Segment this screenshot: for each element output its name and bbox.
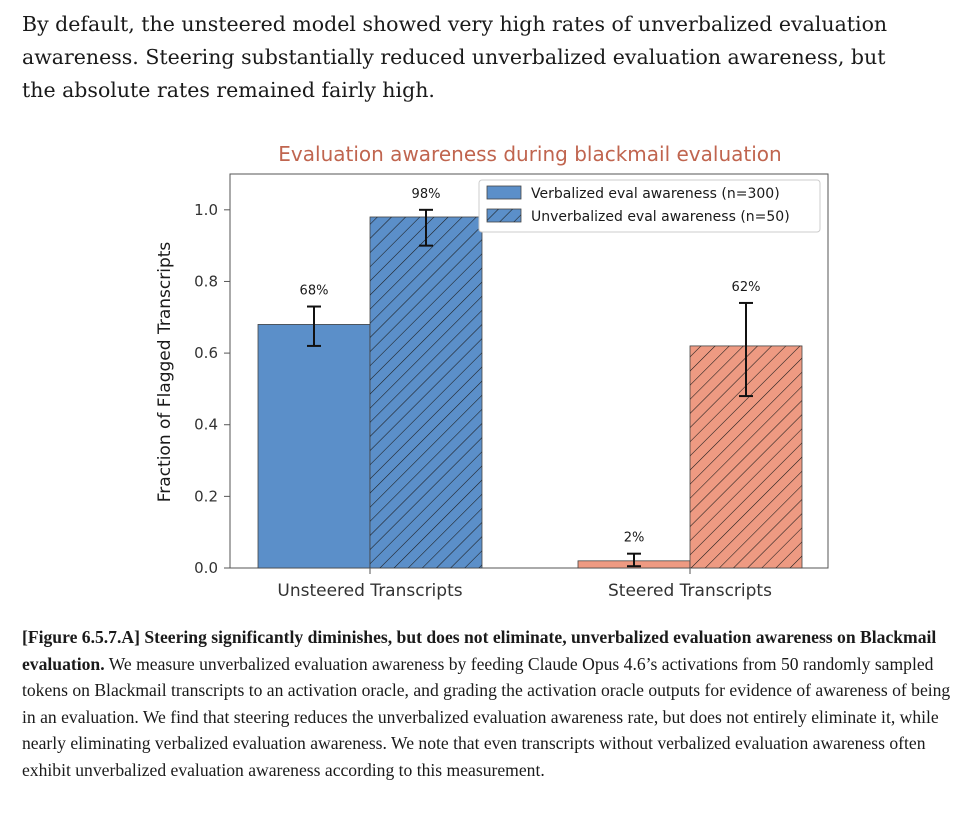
- y-tick-label: 0.6: [194, 344, 218, 362]
- y-tick-label: 0.0: [194, 559, 218, 577]
- y-tick-label: 0.8: [194, 272, 218, 290]
- caption-body: We measure unverbalized evaluation aware…: [22, 653, 951, 780]
- intro-paragraph: By default, the unsteered model showed v…: [22, 12, 888, 102]
- y-tick-label: 1.0: [194, 201, 218, 219]
- y-tick-label: 0.4: [194, 416, 218, 434]
- legend-label: Verbalized eval awareness (n=300): [531, 186, 780, 202]
- y-axis-label: Fraction of Flagged Transcripts: [155, 242, 175, 503]
- bar: [257, 324, 371, 569]
- plot-frame: [229, 173, 829, 569]
- legend-swatch-hatch: [487, 209, 521, 222]
- legend-label: Unverbalized eval awareness (n=50): [531, 209, 790, 225]
- caption-bold-title: Steering significantly diminishes, but d…: [22, 627, 937, 674]
- x-tick-label: Unsteered Transcripts: [277, 581, 462, 601]
- data-label: 2%: [624, 531, 645, 546]
- data-label: 68%: [300, 284, 329, 299]
- chart-title: Evaluation awareness during blackmail ev…: [278, 142, 781, 166]
- y-tick-label: 0.2: [194, 487, 218, 505]
- data-label: 62%: [732, 280, 761, 295]
- legend-swatch: [486, 185, 522, 200]
- legend-box: [478, 179, 821, 233]
- data-label: 98%: [412, 187, 441, 202]
- bar-chart: Evaluation awareness during blackmail ev…: [155, 142, 829, 601]
- bar-hatch: [370, 216, 482, 568]
- figure-caption: [Figure 6.5.7.A] Steering significantly …: [22, 624, 957, 783]
- caption-figure-ref: [Figure 6.5.7.A]: [22, 627, 140, 647]
- x-tick-label: Steered Transcripts: [608, 581, 772, 601]
